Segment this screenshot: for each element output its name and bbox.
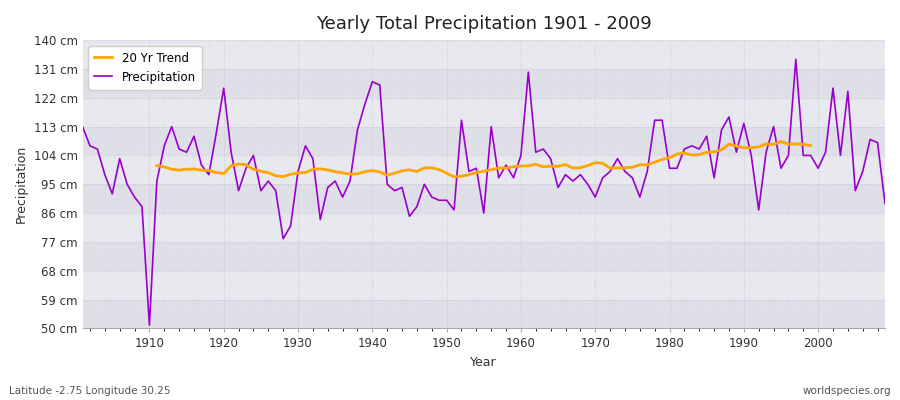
Precipitation [352,128,363,132]
Bar [83,156,885,184]
Bar [83,98,885,127]
20 Yr Trend [449,174,460,179]
Bar [83,213,885,242]
Text: Latitude -2.75 Longitude 30.25: Latitude -2.75 Longitude 30.25 [9,386,170,396]
Text: worldspecies.org: worldspecies.org [803,386,891,396]
Precipitation [879,201,890,206]
20 Yr Trend [285,172,296,177]
Bar [83,69,885,98]
Title: Yearly Total Precipitation 1901 - 2009: Yearly Total Precipitation 1901 - 2009 [316,15,652,33]
Precipitation [77,124,88,129]
Precipitation [612,156,623,161]
Bar [83,127,885,156]
Precipitation [516,153,526,158]
Legend: 20 Yr Trend, Precipitation: 20 Yr Trend, Precipitation [88,46,202,90]
20 Yr Trend [219,171,230,176]
Y-axis label: Precipitation: Precipitation [15,145,28,223]
Bar [83,242,885,271]
Precipitation [137,204,148,209]
Line: Precipitation: Precipitation [83,59,885,325]
20 Yr Trend [233,162,244,166]
20 Yr Trend [806,143,816,148]
20 Yr Trend [776,139,787,144]
Line: 20 Yr Trend: 20 Yr Trend [157,142,811,177]
Precipitation [144,323,155,328]
Bar [83,184,885,213]
Bar [83,40,885,69]
Precipitation [790,57,801,62]
20 Yr Trend [493,166,504,170]
Precipitation [308,156,319,161]
X-axis label: Year: Year [471,356,497,369]
20 Yr Trend [738,145,749,150]
Precipitation [523,70,534,74]
20 Yr Trend [151,163,162,168]
Bar [83,271,885,300]
20 Yr Trend [404,168,415,172]
Bar [83,300,885,328]
